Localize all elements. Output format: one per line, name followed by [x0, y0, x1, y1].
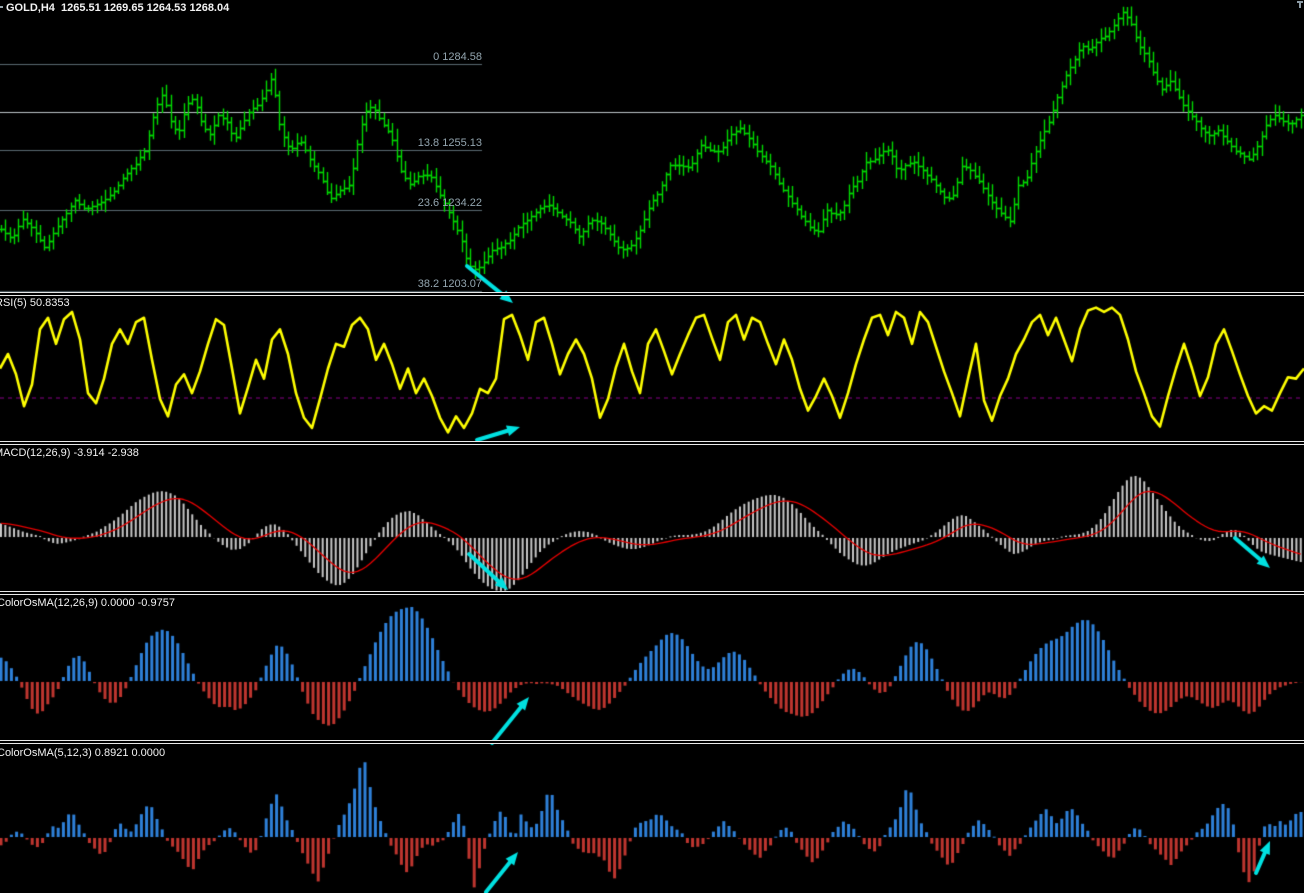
- panel-separator[interactable]: [0, 292, 1304, 296]
- fib-level-label-38-2: 38.2 1203.07: [417, 278, 482, 290]
- chart-title: GOLD,H4 1265.51 1269.65 1264.53 1268.04: [6, 2, 230, 14]
- chart-shift-marker-icon: [1297, 1, 1303, 8]
- left-edge-tick: [0, 6, 3, 8]
- fib-level-label-13-8: 13.8 1255.13: [417, 137, 482, 149]
- macd-indicator-label: MACD(12,26,9) -3.914 -2.938: [0, 447, 139, 459]
- osma1-indicator-label: ColorOsMA(12,26,9) 0.0000 -0.9757: [0, 597, 175, 609]
- panel-separator[interactable]: [0, 441, 1304, 445]
- panel-separator[interactable]: [0, 591, 1304, 595]
- rsi-indicator-label: RSI(5) 50.8353: [0, 297, 70, 309]
- osma2-indicator-label: ColorOsMA(5,12,3) 0.8921 0.0000: [0, 747, 166, 759]
- panel-separator[interactable]: [0, 740, 1304, 744]
- fib-level-label-0: 0 1284.58: [433, 51, 482, 63]
- fib-level-label-23-6: 23.6 1234.22: [417, 197, 482, 209]
